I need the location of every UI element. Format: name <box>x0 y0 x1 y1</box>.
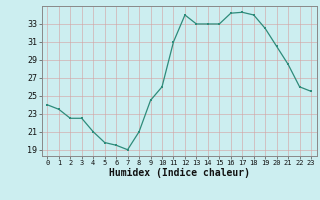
X-axis label: Humidex (Indice chaleur): Humidex (Indice chaleur) <box>109 168 250 178</box>
